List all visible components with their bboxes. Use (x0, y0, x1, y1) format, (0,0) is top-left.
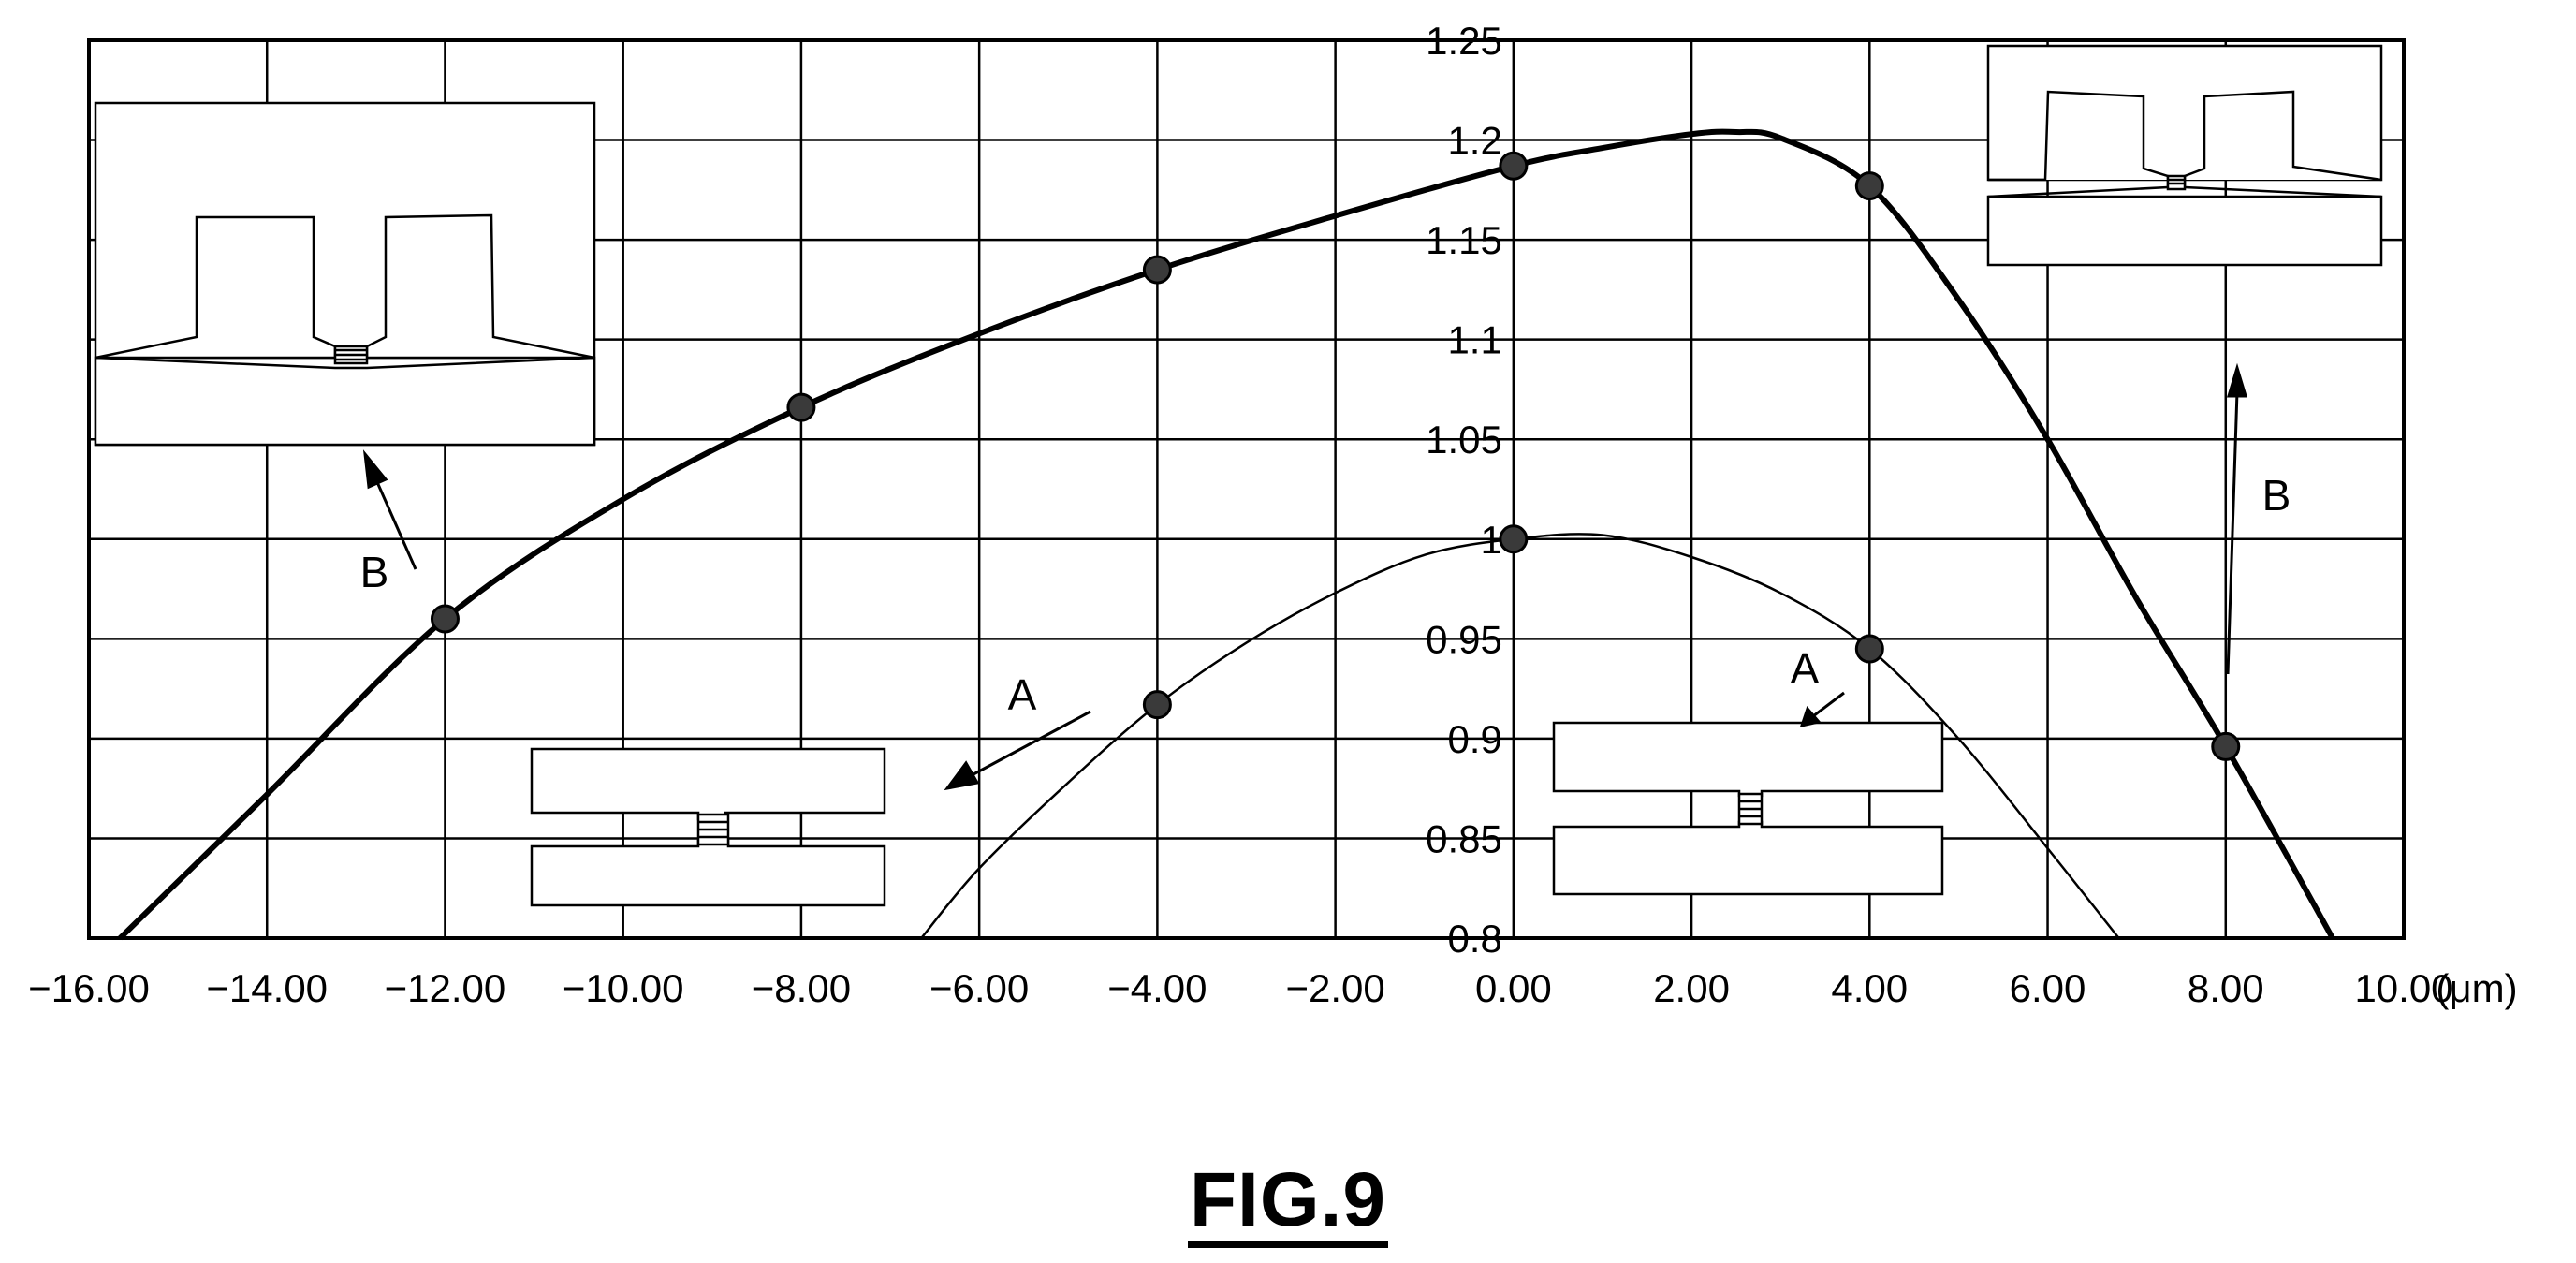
x-tick-label: 4.00 (1831, 966, 1908, 1010)
arrow-b-left-head (362, 449, 388, 490)
x-tick-label: 10.00 (2354, 966, 2452, 1010)
inset-diagram-a-left (530, 747, 886, 907)
x-tick-label: 2.00 (1653, 966, 1730, 1010)
x-tick-label: −10.00 (563, 966, 684, 1010)
arrow-a-left-head (944, 760, 980, 791)
series-b-point (786, 392, 816, 422)
arrow-b-right-shaft (2226, 390, 2239, 675)
inset-diagram-b-right (1986, 44, 2383, 267)
figure-label: FIG.9 (1187, 1161, 1389, 1248)
x-tick-label: −2.00 (1285, 966, 1384, 1010)
series-b-point (1499, 151, 1529, 181)
x-tick-labels: −16.00 −14.00 −12.00 −10.00 −8.00 −6.00 −4.00 −… (28, 966, 2452, 1010)
x-tick-label: −14.00 (206, 966, 328, 1010)
inset-diagram-b-left (94, 101, 596, 447)
x-tick-label: −12.00 (385, 966, 506, 1010)
y-tick-label: 1.15 (1426, 218, 1502, 262)
annotation-a-right: A (1791, 644, 1820, 693)
annotation-b-right: B (2262, 471, 2291, 520)
y-tick-label: 1.2 (1447, 119, 1501, 163)
x-tick-label: 8.00 (2188, 966, 2264, 1010)
annotation-b-left: B (360, 548, 389, 596)
x-tick-label: −4.00 (1107, 966, 1207, 1010)
data-markers (430, 151, 2241, 761)
inset-diagram-a-right (1552, 721, 1944, 896)
x-tick-label: 0.00 (1475, 966, 1552, 1010)
y-tick-label: 0.9 (1447, 717, 1501, 761)
series-b-point (430, 604, 460, 634)
x-tick-label: −16.00 (28, 966, 150, 1010)
arrow-a-right-head (1799, 706, 1822, 728)
annotation-a-left: A (1008, 670, 1037, 719)
y-tick-label: 1.1 (1447, 318, 1501, 362)
y-tick-label: 1.25 (1426, 19, 1502, 63)
annotation-arrows (362, 362, 2248, 791)
y-tick-label: 1.05 (1426, 418, 1502, 462)
x-tick-label: −6.00 (929, 966, 1029, 1010)
series-b-point (1854, 171, 1884, 201)
arrow-a-right-shaft (1812, 691, 1845, 718)
series-a-point (1854, 634, 1884, 664)
y-tick-label: 0.85 (1426, 816, 1502, 860)
series-b-point (1142, 255, 1172, 285)
x-tick-label: 6.00 (2010, 966, 2086, 1010)
figure-caption: FIG.9 (0, 1156, 2576, 1248)
y-tick-label: 0.8 (1447, 917, 1501, 961)
series-a-point (1142, 690, 1172, 720)
arrow-b-right-head (2226, 362, 2248, 398)
y-tick-labels: 1.25 1.2 1.15 1.1 1.05 1 0.95 0.9 0.85 0.8 (1426, 19, 1502, 961)
y-tick-label: 0.95 (1426, 617, 1502, 661)
y-tick-label: 1 (1480, 518, 1501, 562)
arrow-a-left-shaft (973, 710, 1091, 776)
x-tick-label: −8.00 (752, 966, 851, 1010)
x-axis-unit: (μm) (2436, 966, 2517, 1010)
arrow-b-left-shaft (375, 481, 417, 570)
series-a-point (1499, 524, 1529, 554)
plot-frame (87, 38, 2406, 940)
series-b-point (2211, 731, 2241, 761)
